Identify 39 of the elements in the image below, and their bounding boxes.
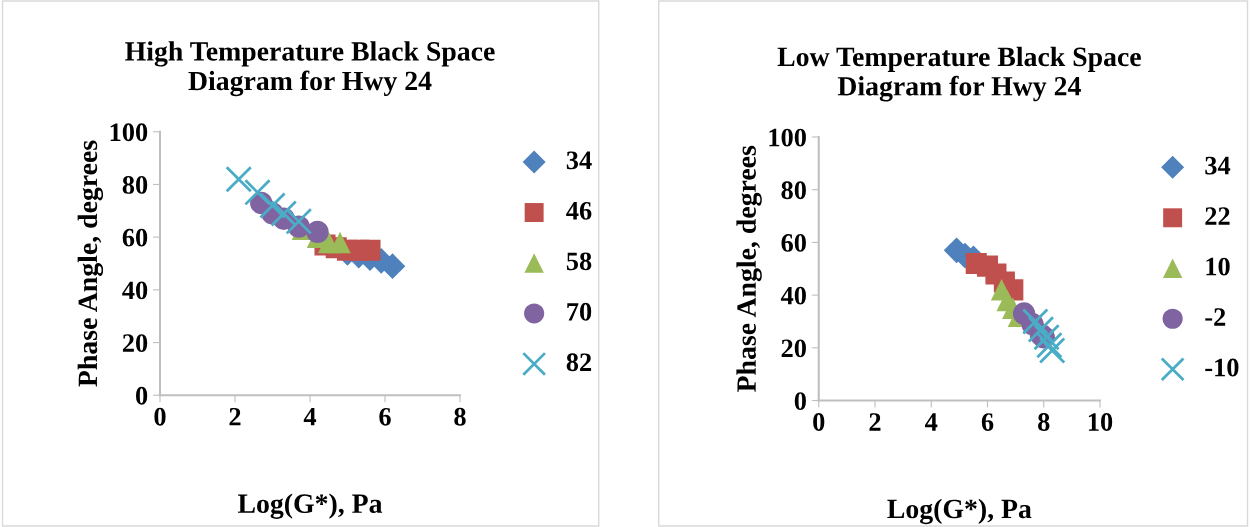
y-tick-label: 0 <box>136 386 148 405</box>
x-tick-label: 0 <box>813 413 825 431</box>
legend-label: 70 <box>567 302 592 321</box>
legend-label: 22 <box>1205 207 1230 225</box>
y-tick-label: 80 <box>122 176 148 194</box>
x-tick-label: 8 <box>1038 413 1050 431</box>
legend-label: -2 <box>1205 308 1226 326</box>
x-tick-label: 10 <box>1088 413 1113 431</box>
legend-label: 34 <box>1205 156 1231 175</box>
x-tick-label: 6 <box>981 413 994 431</box>
y-axis-title: Phase Angle, degrees <box>77 140 104 387</box>
x-tick-label: 4 <box>925 413 938 431</box>
legend-label: 46 <box>566 201 592 220</box>
y-tick-label: 60 <box>781 234 806 252</box>
x-tick-label: 4 <box>303 408 317 426</box>
legend-label: 82 <box>566 353 592 372</box>
chart-title: Low Temperature Black Space Diagram for Hwy 24 <box>777 46 1141 102</box>
x-tick-label: 6 <box>379 407 391 426</box>
y-tick-label: 40 <box>780 286 806 305</box>
y-tick-label: 40 <box>122 281 148 300</box>
x-tick-label: 8 <box>454 407 466 426</box>
legend-label: 34 <box>566 151 592 170</box>
y-tick-label: 60 <box>122 228 148 247</box>
y-tick-label: 100 <box>110 123 148 142</box>
chart-title: High Temperature Black Space Diagram for Hwy 24 <box>125 41 495 97</box>
y-tick-label: 20 <box>781 339 806 358</box>
legend-label: 58 <box>566 252 592 271</box>
y-tick-label: 20 <box>122 334 148 352</box>
x-axis-title: Log(G*), Pa <box>237 493 383 519</box>
x-tick-label: 0 <box>154 407 166 426</box>
legend-label: -10 <box>1205 358 1239 377</box>
x-tick-label: 2 <box>229 407 241 426</box>
x-tick-label: 2 <box>869 413 881 431</box>
y-tick-label: 100 <box>769 128 806 147</box>
legend-label: 10 <box>1206 257 1230 276</box>
x-axis-title: Log(G*), Pa <box>887 498 1032 525</box>
y-tick-label: 0 <box>794 392 806 410</box>
y-axis-title: Phase Angle, degrees <box>736 145 762 392</box>
y-tick-label: 80 <box>781 181 806 200</box>
